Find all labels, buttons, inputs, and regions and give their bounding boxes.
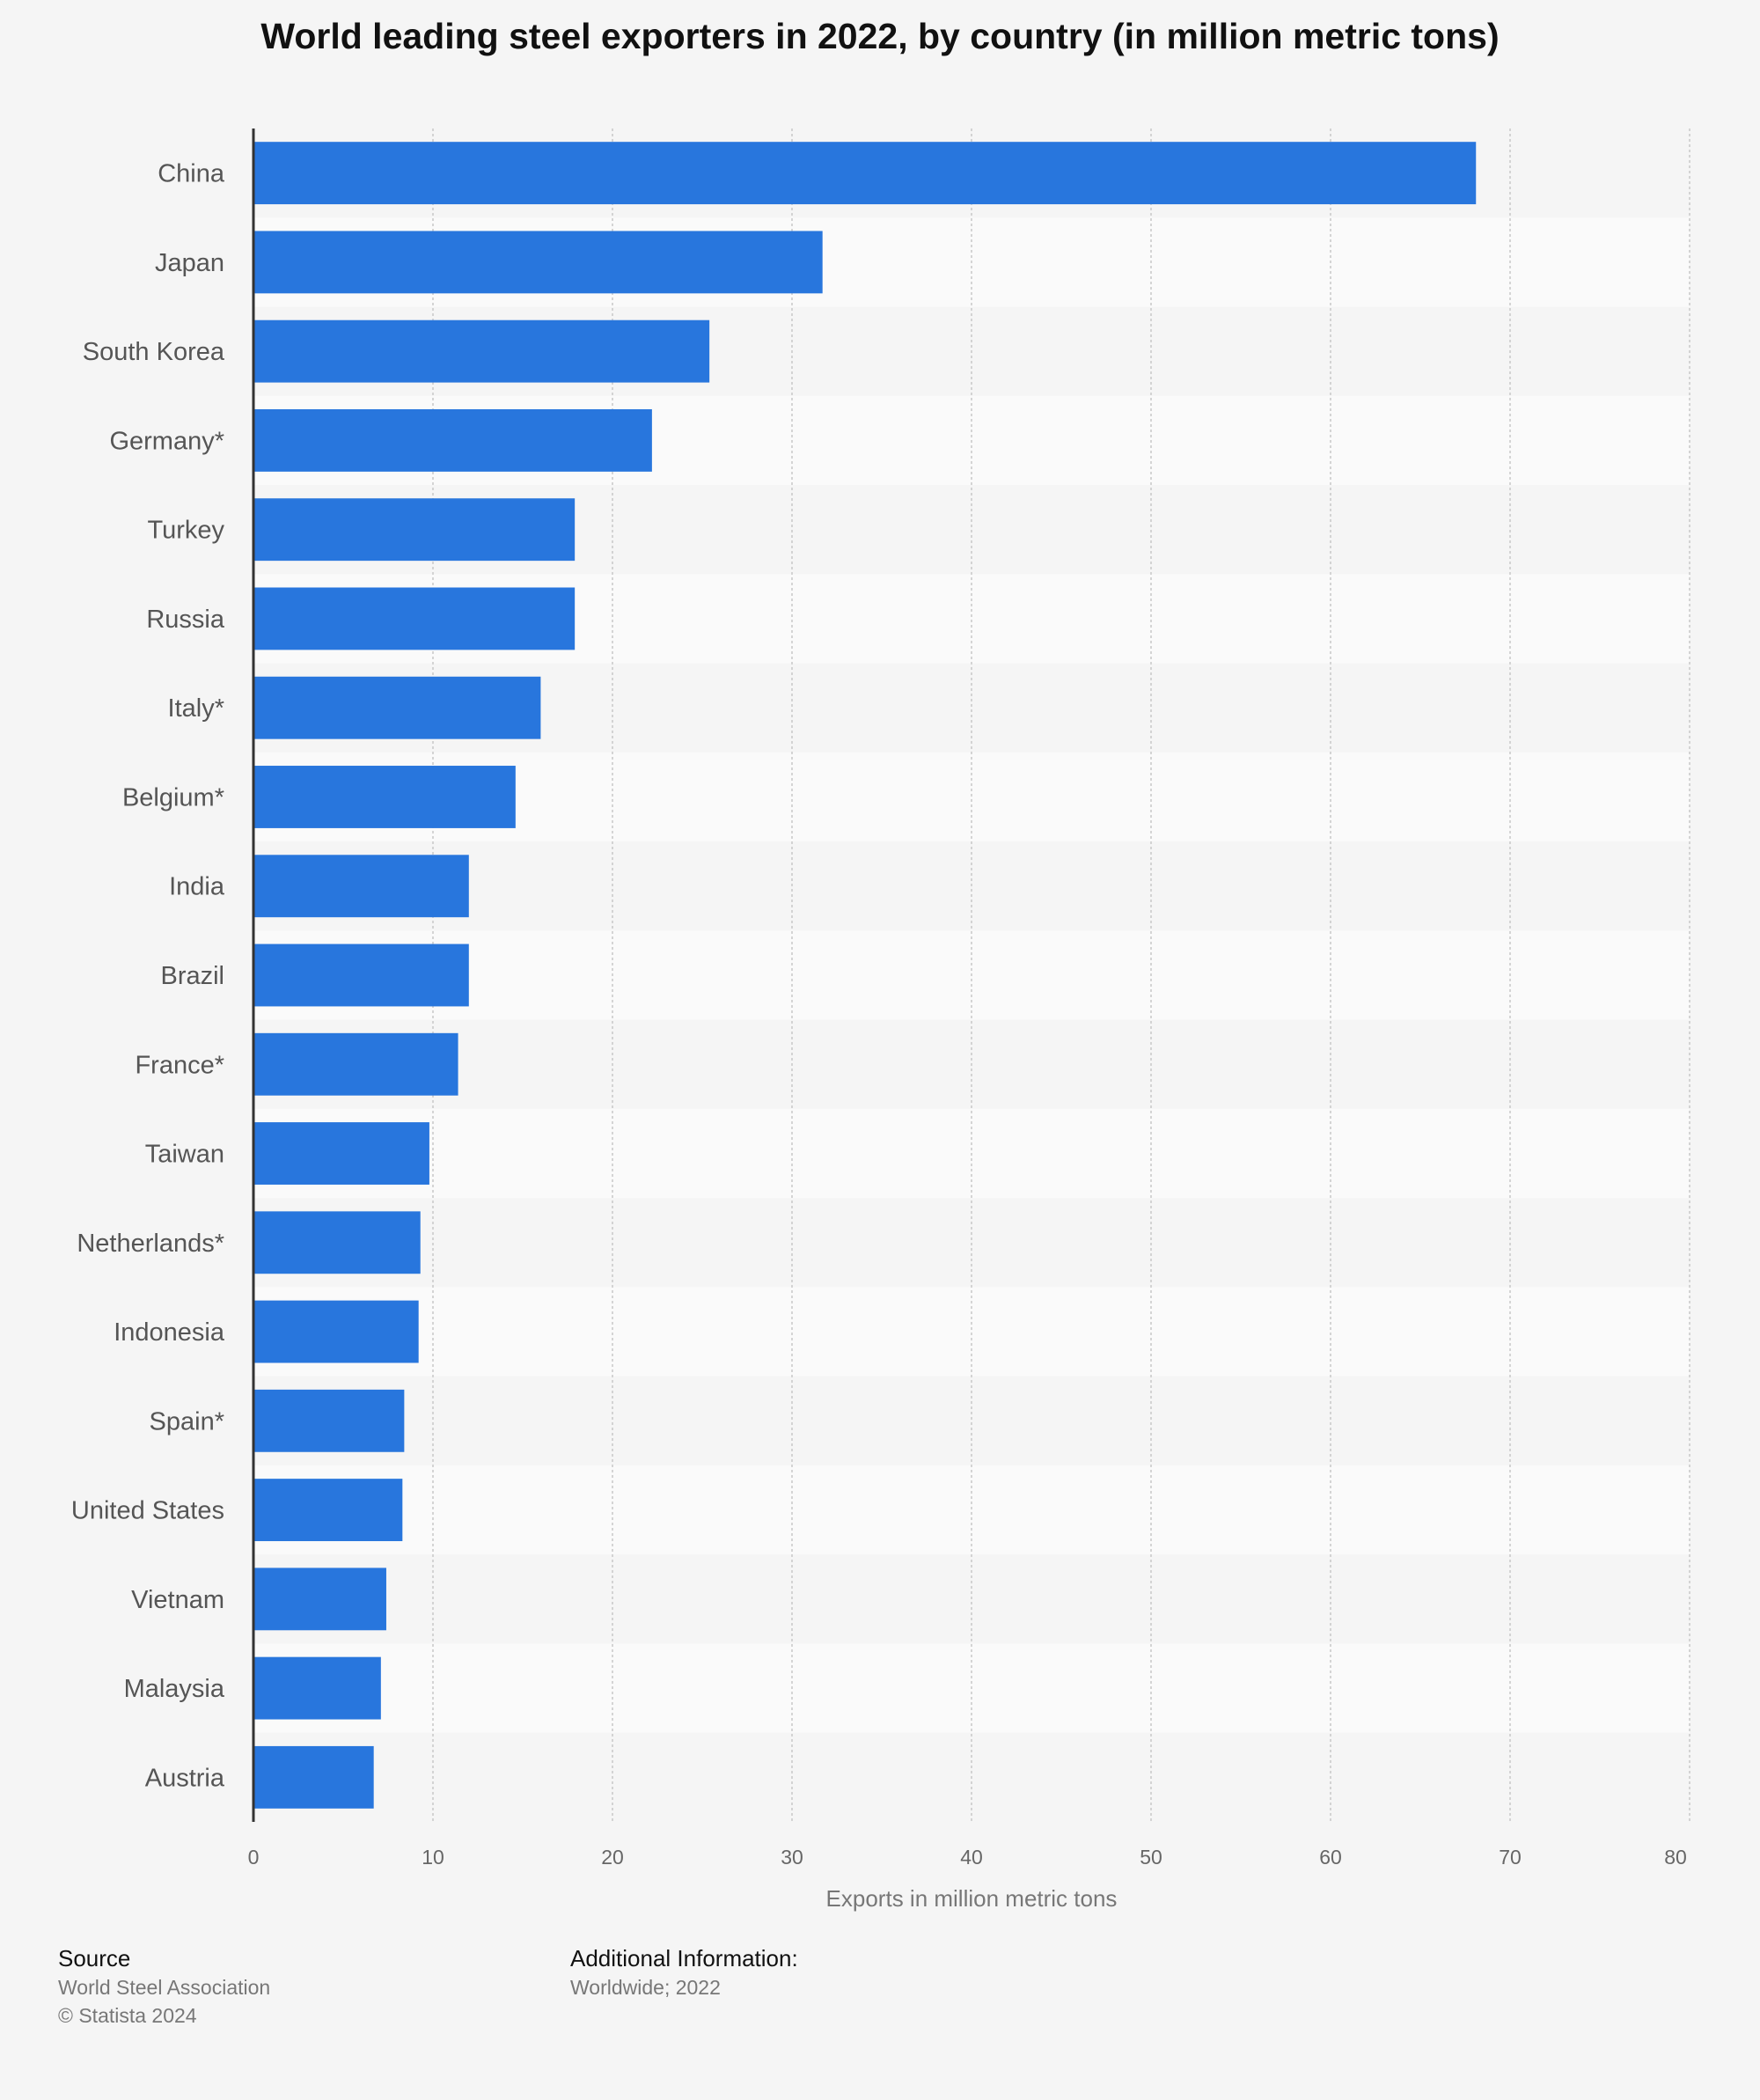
source-link[interactable]: World Steel Association	[58, 1976, 271, 1999]
bar[interactable]: Turkey: 17.9	[253, 498, 576, 562]
tick-labels: 0 10 20 30 40 50 60 70 80	[248, 1846, 1687, 1869]
bar[interactable]: Vietnam: 7.4	[253, 1568, 386, 1631]
bar[interactable]: Japan: 31.7	[253, 231, 823, 294]
bar[interactable]: Indonesia: 9.2	[253, 1300, 419, 1363]
category-label: Russia	[146, 606, 225, 634]
x-tick-label: 10	[422, 1846, 444, 1869]
x-tick-label: 0	[248, 1846, 260, 1869]
category-label: Malaysia	[124, 1675, 225, 1703]
chart-title: World leading steel exporters in 2022, b…	[260, 16, 1500, 56]
x-tick-label: 20	[601, 1846, 624, 1869]
category-labels: China Japan South Korea Germany* Turkey Russi…	[71, 160, 225, 1793]
category-label: South Korea	[83, 338, 225, 366]
category-label: France*	[135, 1051, 224, 1079]
category-label: Netherlands*	[77, 1230, 224, 1258]
x-tick-label: 80	[1664, 1846, 1687, 1869]
row-band	[253, 1287, 1690, 1377]
x-tick-label: 30	[781, 1846, 803, 1869]
category-label: Indonesia	[114, 1318, 225, 1347]
bar[interactable]: Italy*: 16	[253, 676, 541, 739]
bar[interactable]: China: 68.1	[253, 142, 1477, 205]
footer: Source World Steel Association © Statist…	[0, 1945, 1760, 2051]
bar[interactable]: South Korea: 25.4	[253, 319, 710, 383]
category-label: Belgium*	[122, 783, 224, 811]
category-label: Turkey	[147, 517, 224, 545]
bar[interactable]: Russia: 17.9	[253, 587, 576, 650]
additional-info-text: Worldwide; 2022	[570, 1976, 721, 1999]
category-label: Brazil	[160, 962, 224, 990]
bar[interactable]: Austria: 6.7	[253, 1745, 374, 1809]
bar[interactable]: Spain*: 8.4	[253, 1389, 405, 1452]
bar[interactable]: India: 12	[253, 855, 469, 918]
x-axis-title: Exports in million metric tons	[826, 1885, 1118, 1912]
bar[interactable]: Germany*: 22.2	[253, 408, 652, 472]
x-tick-label: 40	[960, 1846, 983, 1869]
bar[interactable]: Malaysia: 7.1	[253, 1656, 381, 1720]
source-heading: Source	[58, 1945, 131, 1972]
x-tick-label: 50	[1140, 1846, 1162, 1869]
bar[interactable]: Belgium*: 14.6	[253, 766, 516, 828]
bar[interactable]: Taiwan: 9.8	[253, 1122, 429, 1185]
category-label: China	[158, 160, 225, 188]
copyright: © Statista 2024	[58, 2004, 197, 2027]
bar[interactable]: Brazil: 12	[253, 944, 469, 1007]
bar[interactable]: Netherlands*: 9.3	[253, 1211, 421, 1274]
category-label: Germany*	[109, 427, 224, 455]
category-label: Austria	[145, 1764, 225, 1792]
additional-info-heading: Additional Information:	[570, 1945, 798, 1972]
category-label: Taiwan	[145, 1141, 224, 1169]
row-band	[253, 1465, 1690, 1555]
x-tick-label: 60	[1319, 1846, 1342, 1869]
category-label: Japan	[155, 249, 224, 277]
row-band	[253, 1376, 1690, 1465]
bar[interactable]: France*: 11.4	[253, 1032, 458, 1096]
category-label: Vietnam	[131, 1586, 224, 1614]
x-tick-label: 70	[1499, 1846, 1522, 1869]
category-label: Italy*	[168, 694, 224, 723]
category-label: Spain*	[150, 1407, 224, 1435]
category-label: United States	[71, 1497, 224, 1525]
bars: China: 68.1 Japan: 31.7 South Korea: 25.4 G…	[253, 142, 1477, 1809]
bar[interactable]: United States: 8.3	[253, 1479, 403, 1542]
bar-chart: China: 68.1 Japan: 31.7 South Korea: 25.4 G…	[71, 128, 1690, 1912]
category-label: India	[169, 873, 225, 901]
